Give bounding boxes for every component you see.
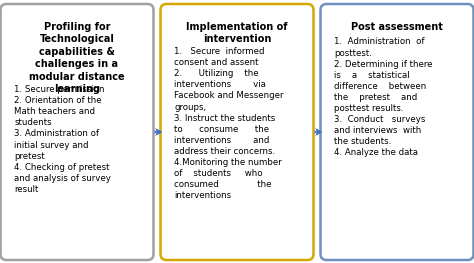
FancyBboxPatch shape: [0, 4, 154, 260]
Text: 1. Secure permission
2. Orientation of the
Math teachers and
students
3. Adminis: 1. Secure permission 2. Orientation of t…: [15, 85, 111, 194]
Text: Implementation of
intervention: Implementation of intervention: [186, 22, 288, 44]
FancyBboxPatch shape: [320, 4, 474, 260]
Text: Profiling for
Technological
capabilities &
challenges in a
modular distance
lear: Profiling for Technological capabilities…: [29, 22, 125, 94]
FancyBboxPatch shape: [161, 4, 313, 260]
Text: 1.  Administration  of
posttest.
2. Determining if there
is    a    statistical
: 1. Administration of posttest. 2. Determ…: [335, 38, 433, 158]
Text: 1.   Secure  informed
consent and assent
2.      Utilizing    the
interventions : 1. Secure informed consent and assent 2.…: [174, 47, 284, 200]
Text: Post assessment: Post assessment: [351, 22, 443, 32]
